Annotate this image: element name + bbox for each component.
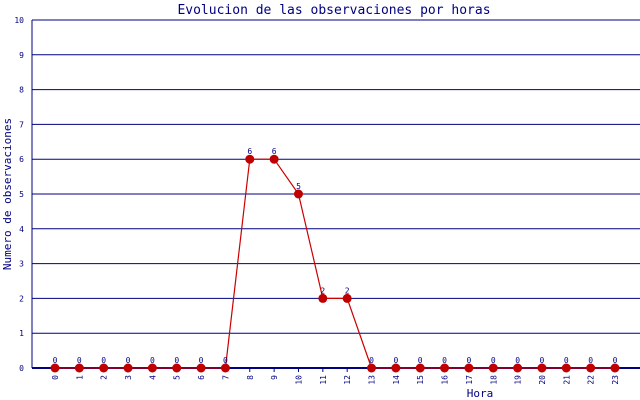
data-label: 0	[101, 356, 106, 365]
x-axis-label: Hora	[467, 387, 494, 400]
data-label: 0	[588, 356, 593, 365]
y-tick-label: 9	[19, 51, 24, 60]
data-point	[561, 363, 571, 373]
data-label: 2	[320, 286, 325, 295]
x-tick-label: 2	[100, 375, 109, 380]
data-label: 0	[174, 356, 179, 365]
x-tick-label: 12	[343, 375, 352, 385]
chart-title: Evolucion de las observaciones por horas	[177, 3, 490, 18]
data-point	[391, 363, 401, 373]
y-axis-label: Numero de observaciones	[1, 118, 14, 270]
data-point	[367, 363, 377, 373]
data-point	[269, 154, 279, 164]
data-point	[318, 293, 328, 303]
x-tick-label: 5	[173, 375, 182, 380]
data-label: 0	[393, 356, 398, 365]
data-label: 2	[345, 286, 350, 295]
data-label: 0	[126, 356, 131, 365]
data-point	[537, 363, 547, 373]
data-label: 0	[199, 356, 204, 365]
data-label: 0	[442, 356, 447, 365]
data-point	[74, 363, 84, 373]
data-point	[50, 363, 60, 373]
data-label: 0	[540, 356, 545, 365]
data-point	[196, 363, 206, 373]
y-tick-label: 4	[19, 225, 24, 234]
data-point	[513, 363, 523, 373]
data-label: 0	[466, 356, 471, 365]
data-label: 5	[296, 182, 301, 191]
y-tick-label: 1	[19, 329, 24, 338]
y-tick-label: 2	[19, 294, 24, 303]
data-point	[245, 154, 255, 164]
x-tick-label: 4	[148, 375, 157, 380]
y-tick-label: 8	[19, 86, 24, 95]
data-point	[123, 363, 133, 373]
data-point	[293, 189, 303, 199]
y-tick-label: 6	[19, 155, 24, 164]
data-label: 0	[418, 356, 423, 365]
x-tick-label: 21	[562, 375, 571, 385]
x-tick-label: 18	[489, 375, 498, 385]
x-tick-label: 7	[221, 375, 230, 380]
x-tick-label: 15	[416, 375, 425, 385]
x-tick-label: 19	[514, 375, 523, 385]
data-label: 0	[223, 356, 228, 365]
x-tick-label: 13	[368, 375, 377, 385]
x-tick-label: 16	[441, 375, 450, 385]
data-label: 0	[53, 356, 58, 365]
data-label: 0	[491, 356, 496, 365]
data-point	[220, 363, 230, 373]
data-point	[147, 363, 157, 373]
x-tick-label: 23	[611, 375, 620, 385]
x-tick-label: 17	[465, 375, 474, 385]
data-label: 0	[613, 356, 618, 365]
x-tick-label: 9	[270, 375, 279, 380]
y-tick-label: 7	[19, 120, 24, 129]
x-tick-label: 8	[246, 375, 255, 380]
data-point	[172, 363, 182, 373]
data-label: 0	[369, 356, 374, 365]
data-point	[464, 363, 474, 373]
x-tick-label: 0	[51, 375, 60, 380]
data-point	[610, 363, 620, 373]
x-tick-label: 11	[319, 375, 328, 385]
x-tick-label: 22	[587, 375, 596, 385]
x-tick-label: 3	[124, 375, 133, 380]
data-point	[342, 293, 352, 303]
x-tick-label: 10	[294, 375, 303, 385]
data-label: 0	[77, 356, 82, 365]
data-point	[586, 363, 596, 373]
y-tick-label: 3	[19, 260, 24, 269]
y-tick-label: 10	[14, 16, 24, 25]
data-label: 0	[515, 356, 520, 365]
data-label: 6	[247, 147, 252, 156]
data-label: 6	[272, 147, 277, 156]
x-tick-label: 1	[75, 375, 84, 380]
x-tick-label: 14	[392, 375, 401, 385]
x-tick-label: 6	[197, 375, 206, 380]
data-point	[415, 363, 425, 373]
data-point	[440, 363, 450, 373]
y-tick-label: 5	[19, 190, 24, 199]
data-point	[488, 363, 498, 373]
data-label: 0	[564, 356, 569, 365]
data-label: 0	[150, 356, 155, 365]
data-point	[99, 363, 109, 373]
y-tick-label: 0	[19, 364, 24, 373]
x-tick-label: 20	[538, 375, 547, 385]
